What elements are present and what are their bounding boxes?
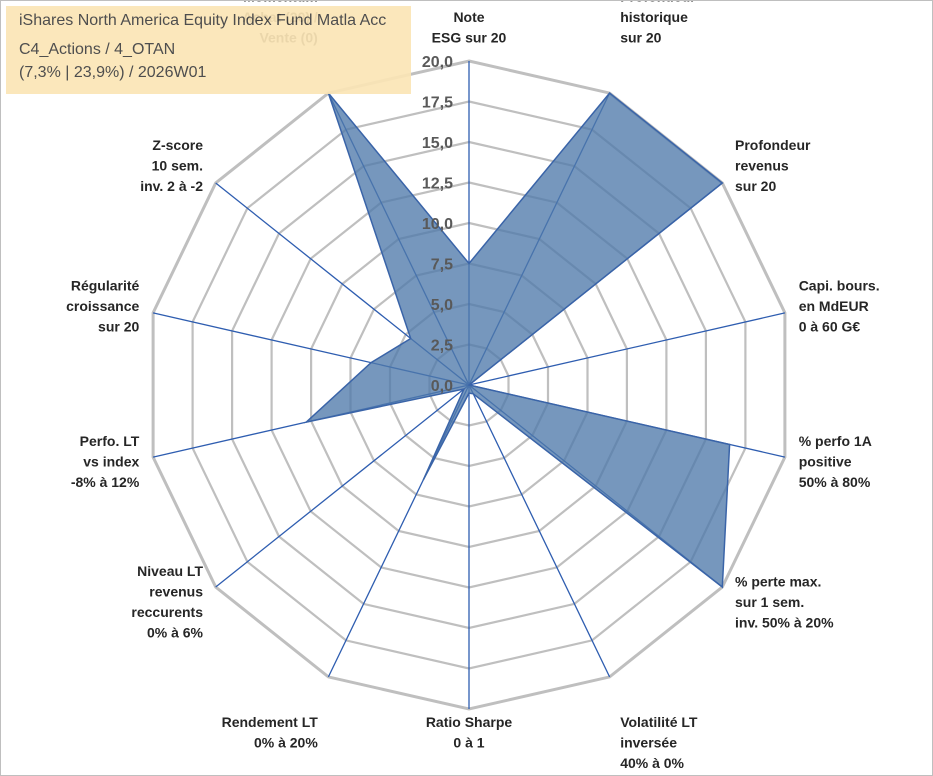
axis-label-10-line-2: -8% à 12% [71, 474, 140, 490]
axis-label-5-line-2: inv. 50% à 20% [735, 615, 834, 631]
axis-label-5: % perte max. sur 1 sem. inv. 50% à 20% [735, 574, 834, 631]
axis-label-13-line-0: Momentum [243, 1, 318, 5]
axis-label-12-line-2: inv. 2 à -2 [140, 178, 203, 194]
axis-label-12-line-0: Z-score [152, 137, 203, 153]
axis-label-6-line-2: 40% à 0% [620, 755, 684, 771]
chart-title-line-2: C4_Actions / 4_OTAN [19, 41, 176, 58]
axis-label-12-line-1: 10 sem. [152, 158, 203, 174]
spoke-9 [215, 384, 470, 588]
spoke-3 [468, 312, 786, 386]
axis-label-3-line-0: Capi. bours. [799, 277, 880, 293]
axis-label-3-line-1: en MdEUR [799, 298, 869, 314]
chart-title-line-3: (7,3% | 23,9%) / 2026W01 [19, 64, 207, 81]
axis-label-7: Ratio Sharpe 0 à 1 [426, 714, 513, 751]
axis-label-2-line-1: revenus [735, 158, 789, 174]
axis-label-9: Niveau LT revenus reccurents 0% à 6% [131, 563, 203, 641]
axis-label-7-line-1: 0 à 1 [453, 735, 484, 751]
axis-label-4-line-2: 50% à 80% [799, 474, 871, 490]
axis-label-11-line-1: croissance [66, 298, 139, 314]
axis-label-11-line-0: Régularité [71, 277, 140, 293]
axis-label-1-line-2: sur 20 [620, 30, 661, 46]
axis-label-9-line-2: reccurents [131, 604, 203, 620]
axis-label-5-line-0: % perte max. [735, 574, 821, 590]
tick-label-8: 20,0 [422, 54, 453, 71]
tick-label-1: 2,5 [431, 338, 453, 355]
axis-label-10: Perfo. LT vs index -8% à 12% [71, 433, 140, 490]
axis-label-7-line-0: Ratio Sharpe [426, 714, 513, 730]
axis-label-6-line-1: inversée [620, 735, 677, 751]
tick-label-6: 15,0 [422, 135, 453, 152]
axis-label-5-line-1: sur 1 sem. [735, 594, 804, 610]
axis-label-3: Capi. bours. en MdEUR 0 à 60 G€ [799, 277, 880, 334]
chart-title-line-1: iShares North America Equity Index Fund … [19, 12, 387, 29]
axis-label-8: Rendement LT 0% à 20% [222, 714, 319, 751]
axis-label-3-line-2: 0 à 60 G€ [799, 318, 861, 334]
axis-label-0: Note ESG sur 20 [432, 9, 507, 46]
axis-label-9-line-1: revenus [149, 584, 203, 600]
axis-label-0-line-0: Note [453, 9, 484, 25]
tick-label-4: 10,0 [422, 216, 453, 233]
axis-label-2: Profondeur revenus sur 20 [735, 137, 811, 194]
axis-label-10-line-0: Perfo. LT [80, 433, 140, 449]
axis-label-10-line-1: vs index [83, 454, 139, 470]
axis-label-6: Volatilité LT inversée 40% à 0% [620, 714, 698, 771]
axis-label-9-line-0: Niveau LT [137, 563, 203, 579]
axis-label-8-line-1: 0% à 20% [254, 735, 318, 751]
axis-label-9-line-3: 0% à 6% [147, 625, 204, 641]
axis-label-11: Régularité croissance sur 20 [66, 277, 139, 334]
axis-label-8-line-0: Rendement LT [222, 714, 319, 730]
tick-label-5: 12,5 [422, 176, 453, 193]
spoke-6 [468, 384, 611, 678]
tick-label-2: 5,0 [431, 297, 453, 314]
axis-label-12: Z-score 10 sem. inv. 2 à -2 [140, 137, 203, 194]
axis-label-1: Profondeur historique sur 20 [620, 1, 696, 46]
axis-label-4: % perfo 1A positive 50% à 80% [799, 433, 872, 490]
axis-label-6-line-0: Volatilité LT [620, 714, 698, 730]
axis-label-4-line-1: positive [799, 454, 852, 470]
axis-label-1-line-1: historique [620, 9, 688, 25]
axis-label-1-line-0: Profondeur [620, 1, 696, 5]
chart-title-box: iShares North America Equity Index Fund … [6, 6, 411, 94]
tick-label-0: 0,0 [431, 378, 453, 395]
axis-label-0-line-1: ESG sur 20 [432, 30, 507, 46]
axis-label-11-line-2: sur 20 [98, 318, 139, 334]
axis-label-4-line-0: % perfo 1A [799, 433, 872, 449]
tick-layer: 0,0 2,5 5,0 7,5 10,0 12,5 15,0 17,5 20,0 [422, 54, 453, 395]
axis-label-2-line-0: Profondeur [735, 137, 811, 153]
axis-label-2-line-2: sur 20 [735, 178, 776, 194]
tick-label-3: 7,5 [431, 257, 453, 274]
tick-label-7: 17,5 [422, 95, 453, 112]
series-layer [303, 92, 731, 589]
